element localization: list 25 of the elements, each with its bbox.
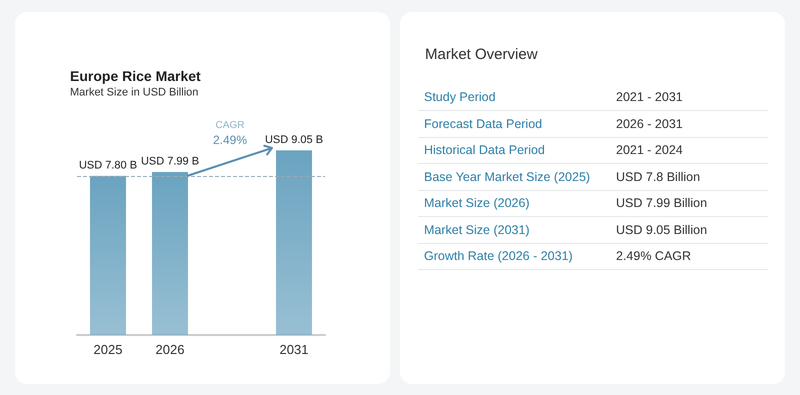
text: Base Year Market Size (2025) bbox=[418, 164, 610, 190]
text: USD 9.05 Billion bbox=[610, 216, 768, 243]
text: USD 7.8 Billion bbox=[610, 164, 768, 190]
data-label: USD 7.99 B bbox=[140, 156, 200, 168]
text: Historical Data Period bbox=[418, 137, 610, 164]
text: 2021 - 2024 bbox=[610, 137, 768, 164]
text: Market Overview bbox=[425, 46, 538, 63]
text: 2.49% CAGR bbox=[610, 243, 768, 270]
chart-subtitle: Market Size in USD Billion bbox=[70, 86, 198, 98]
text: 2021 - 2031 bbox=[610, 84, 768, 110]
text: USD 7.99 Billion bbox=[610, 190, 768, 216]
data-label: USD 9.05 B bbox=[264, 134, 324, 146]
text: Forecast Data Period bbox=[418, 110, 610, 137]
x-tick-label: 2031 bbox=[280, 342, 308, 357]
text: Study Period bbox=[418, 84, 610, 110]
x-tick-label: 2025 bbox=[94, 342, 122, 357]
text: 2.49% bbox=[212, 133, 248, 148]
x-tick-label: 2026 bbox=[156, 342, 184, 357]
text: Market Size (2026) bbox=[418, 190, 610, 216]
text: CAGR bbox=[214, 120, 246, 132]
text: 2026 - 2031 bbox=[610, 110, 768, 137]
text: Market Size (2031) bbox=[418, 216, 610, 243]
chart-title: Europe Rice Market bbox=[70, 68, 202, 84]
text: Growth Rate (2026 - 2031) bbox=[418, 243, 610, 270]
data-label: USD 7.80 B bbox=[78, 159, 138, 172]
